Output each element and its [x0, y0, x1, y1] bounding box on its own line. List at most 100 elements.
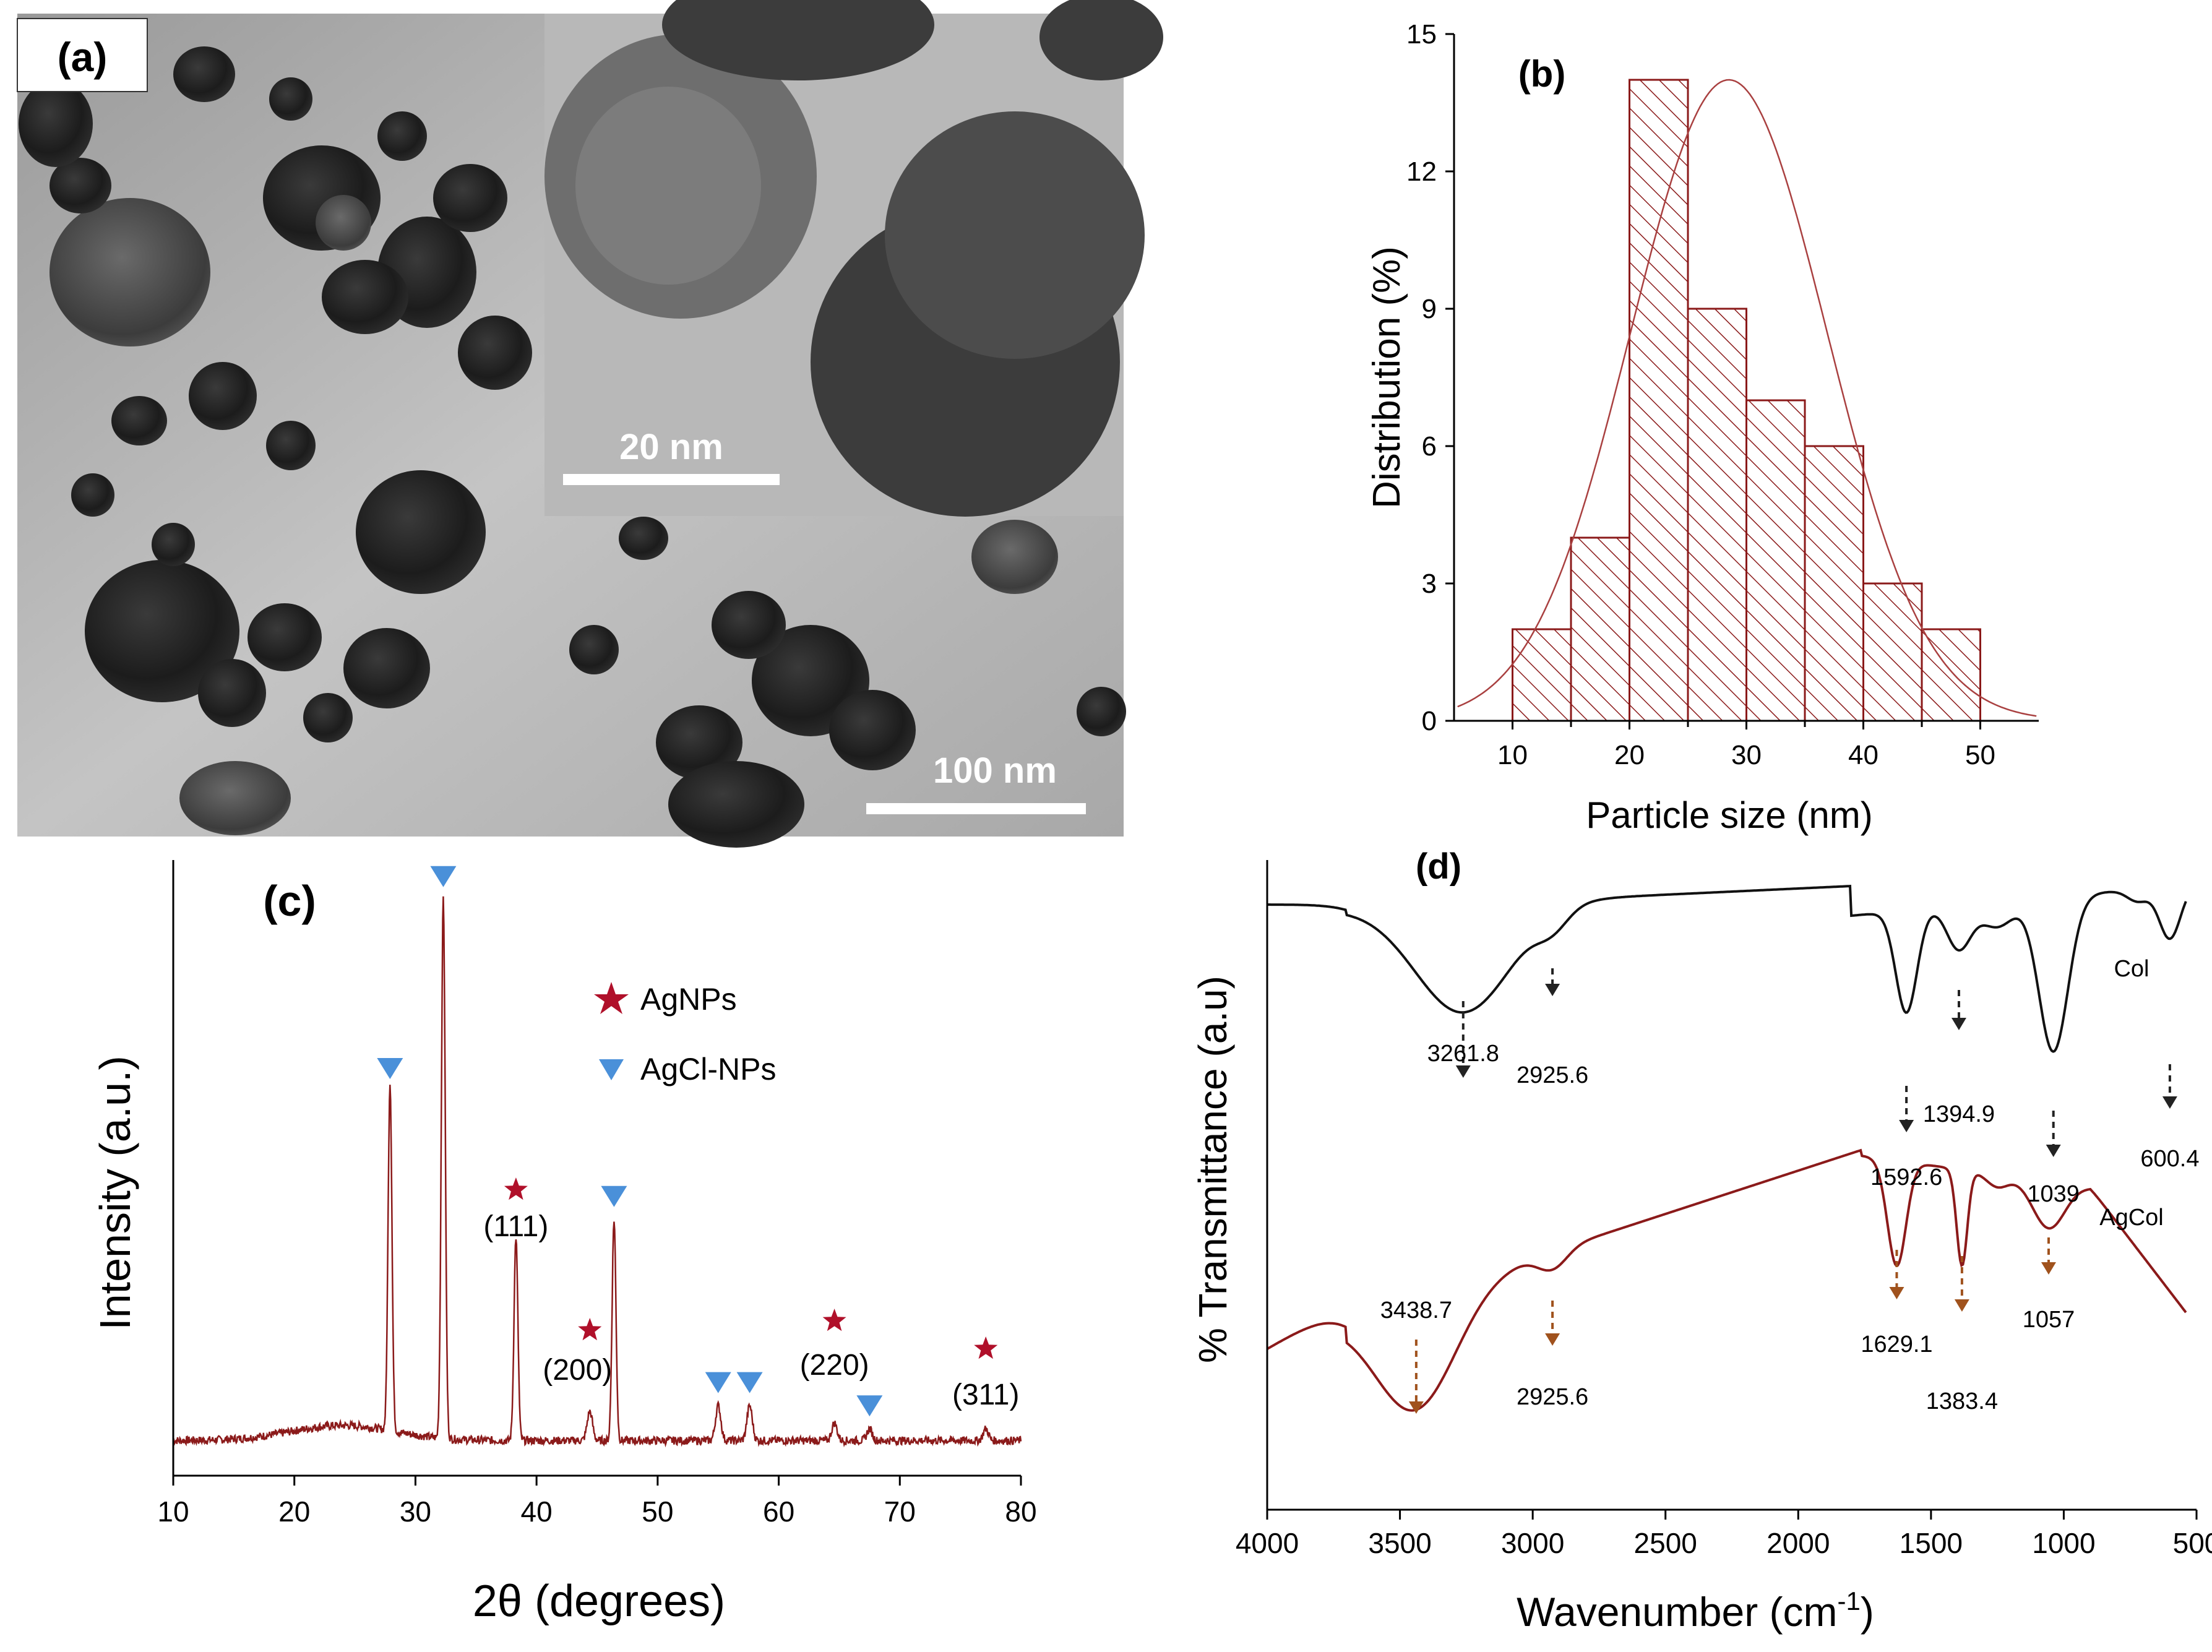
annotation-arrowhead: [1545, 1333, 1560, 1346]
annotation-arrowhead: [2046, 1145, 2061, 1157]
histogram-bar: [1629, 79, 1689, 722]
tem-particle: [198, 659, 266, 727]
peak-annotations: 3261.8 2925.6 1592.6 1394.9 1039 600.4 3438.7 2…: [1380, 968, 2199, 1414]
agcl-triangle-marker: [430, 866, 457, 887]
y-axis-title: Distribution (%): [1366, 246, 1408, 509]
x-tick-label: 2500: [1634, 1527, 1697, 1559]
x-tick-label: 2000: [1767, 1527, 1830, 1559]
legend-agcl: AgCl-NPs: [640, 1052, 776, 1086]
x-tick-label: 30: [400, 1495, 431, 1528]
histogram-bars: [1512, 79, 1981, 722]
tem-particle: [179, 761, 291, 835]
panel-b-label: (b): [1518, 53, 1566, 95]
x-axis-ticks: 4000 3500 3000 2500 2000 1500 1000 500: [1236, 1510, 2212, 1559]
tem-particle: [656, 705, 742, 780]
panel-a-label: (a): [58, 34, 108, 80]
col-peak-label: 3261.8: [1427, 1041, 1499, 1067]
x-axis-ticks: 10 20 30 40 50: [1497, 721, 1995, 770]
hkl-label: (111): [483, 1210, 548, 1243]
agcl-triangle-marker: [377, 1058, 403, 1079]
series-label-agcol: AgCol: [2099, 1205, 2164, 1231]
x-tick-label: 40: [1848, 740, 1878, 770]
x-tick-label: 10: [157, 1495, 189, 1528]
panel-a-tem-image: (a) 20 nm 100 nm: [17, 0, 1163, 848]
agcl-triangle-marker: [705, 1372, 731, 1393]
agcol-peak-label: 1383.4: [1926, 1388, 1998, 1414]
tem-particle: [19, 80, 93, 167]
y-tick-label: 15: [1406, 19, 1437, 49]
tem-particle: [189, 362, 257, 430]
tem-particle: [85, 560, 239, 702]
panel-d-ftir: 3261.8 2925.6 1592.6 1394.9 1039 600.4 3438.7 2…: [1190, 846, 2212, 1635]
x-tick-label: 500: [2173, 1527, 2212, 1559]
x-axis-title-end: ): [1861, 1589, 1874, 1635]
annotation-arrowhead: [1545, 984, 1560, 996]
annotation-arrowhead: [1899, 1120, 1914, 1132]
agcol-peak-label: 1057: [2023, 1307, 2075, 1333]
agnps-star-marker: [822, 1309, 846, 1331]
tem-particle: [829, 690, 916, 770]
panel-c-label: (c): [263, 877, 316, 925]
x-tick-label: 20: [278, 1495, 310, 1528]
tem-particle: [619, 517, 668, 560]
agcl-triangle-marker: [601, 1185, 627, 1207]
hkl-label: (200): [543, 1354, 612, 1387]
tem-particle: [712, 591, 786, 659]
normal-fit-curve: [1457, 79, 2037, 717]
x-tick-label: 3500: [1368, 1527, 1431, 1559]
tem-particle: [668, 761, 804, 848]
legend-star-icon: [594, 982, 629, 1014]
annotation-arrowhead: [1408, 1401, 1424, 1414]
panel-a-label-box: [17, 18, 148, 92]
agcl-triangle-marker: [736, 1372, 763, 1393]
agnps-star-marker: [974, 1336, 998, 1359]
tem-particle: [49, 158, 111, 213]
annotation-arrowhead: [2162, 1096, 2177, 1109]
xrd-pattern-line: [173, 896, 1022, 1448]
panel-d-label: (d): [1416, 846, 1461, 887]
agnps-star-marker: [504, 1177, 528, 1200]
legend: AgNPs AgCl-NPs: [594, 982, 776, 1086]
tem-inset-particles: [544, 0, 1163, 517]
x-tick-label: 20: [1614, 740, 1645, 770]
y-tick-label: 0: [1422, 706, 1437, 736]
x-tick-label: 60: [763, 1495, 794, 1528]
tem-particles: [19, 46, 1126, 848]
col-peak-label: 1039: [2027, 1181, 2080, 1207]
tem-particle: [356, 470, 486, 594]
tem-particle: [173, 46, 235, 102]
legend-agnps: AgNPs: [640, 982, 737, 1017]
x-tick-label: 80: [1005, 1495, 1036, 1528]
tem-particle: [269, 77, 312, 121]
annotation-arrowhead: [1954, 1299, 1969, 1312]
annotation-arrowhead: [2041, 1262, 2056, 1275]
col-peak-label: 1592.6: [1870, 1164, 1942, 1190]
x-tick-label: 10: [1497, 740, 1528, 770]
x-tick-label: 3000: [1501, 1527, 1564, 1559]
hkl-label: (311): [952, 1379, 1020, 1411]
tem-particle: [111, 396, 167, 445]
tem-particle: [458, 316, 532, 390]
col-peak-label: 1394.9: [1923, 1101, 1995, 1127]
series-label-col: Col: [2114, 956, 2149, 982]
x-tick-label: 1000: [2032, 1527, 2095, 1559]
tem-particle: [971, 520, 1058, 594]
histogram-bar: [1687, 308, 1747, 722]
histogram-bar: [1862, 582, 1923, 722]
x-tick-label: 50: [642, 1495, 673, 1528]
peak-markers: [377, 866, 998, 1417]
y-axis-title: Intensity (a.u.): [91, 1056, 139, 1330]
agcol-peak-label: 1629.1: [1861, 1331, 1932, 1357]
x-tick-label: 50: [1965, 740, 1995, 770]
panel-c-xrd: (111) (200) (220) (311) 10 20 30 40 50 60 70 80 Ag…: [91, 860, 1037, 1626]
panel-b-histogram: 10 20 30 40 50 0 3 6 9 12 15 Particle size (nm) D…: [1366, 19, 2039, 836]
annotation-arrowhead: [1455, 1065, 1471, 1078]
x-axis-title: Wavenumber (cm-1): [1517, 1586, 1874, 1635]
agcol-spectrum-line: [1266, 1148, 2187, 1412]
legend-triangle-icon: [599, 1059, 624, 1080]
x-tick-label: 1500: [1900, 1527, 1963, 1559]
x-tick-label: 70: [884, 1495, 916, 1528]
hkl-label: (220): [800, 1349, 869, 1382]
annotation-arrowhead: [1951, 1018, 1966, 1030]
tem-particle: [1077, 687, 1126, 736]
